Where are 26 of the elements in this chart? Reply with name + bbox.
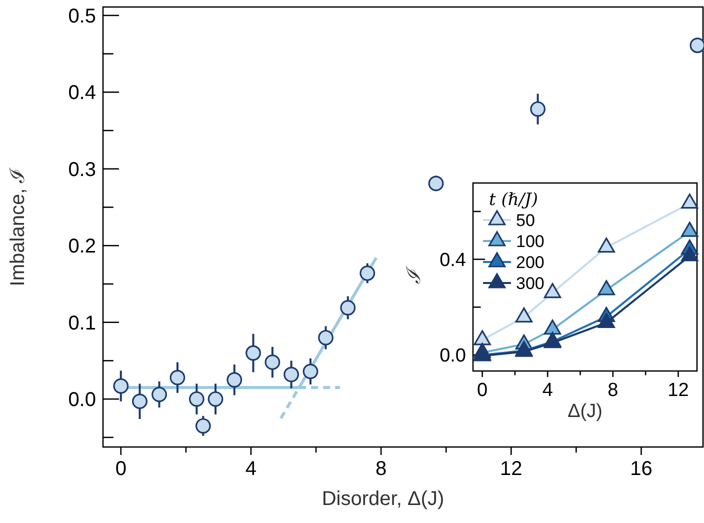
legend-label: 50 (516, 210, 535, 230)
legend-label: 100 (516, 232, 544, 251)
y-tick-label: 0.2 (68, 236, 96, 258)
x-tick-label: 12 (500, 458, 522, 480)
x-axis-title: Disorder, Δ(J) (322, 488, 444, 510)
x-tick-label: 0 (115, 458, 126, 480)
x-tick-label: 8 (375, 458, 387, 480)
y-tick-label: 0.5 (68, 5, 96, 28)
y-axis-title: ℐ (403, 265, 425, 284)
x-tick-label: 4 (542, 380, 554, 401)
y-tick-label: 0.0 (68, 389, 96, 412)
y-tick-label: 0.4 (440, 250, 466, 271)
x-axis-title: Δ(J) (568, 401, 602, 422)
y-tick-label: 0.4 (68, 82, 96, 104)
x-tick-label: 8 (608, 380, 618, 401)
legend-label: 200 (516, 252, 544, 272)
legend-label: 300 (516, 274, 544, 293)
y-tick-label: 0.3 (68, 158, 96, 181)
y-tick-label: 0.1 (68, 312, 96, 334)
legend-title: t (ℏ/J) (489, 190, 538, 210)
x-tick-label: 0 (477, 380, 488, 401)
x-tick-label: 12 (668, 380, 689, 401)
x-tick-label: 4 (245, 458, 257, 480)
y-axis-title: Imbalance, ℐ (7, 166, 29, 286)
y-tick-label: 0.0 (440, 346, 466, 367)
x-tick-label: 16 (630, 458, 652, 480)
